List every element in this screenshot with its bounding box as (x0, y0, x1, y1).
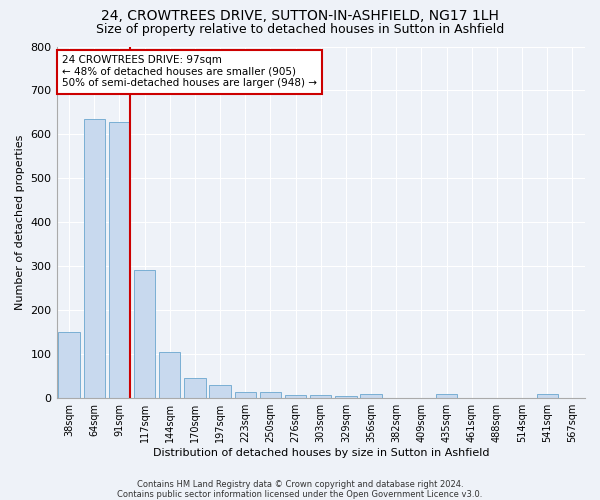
Bar (310, 394, 331, 398)
Bar (436, 394, 457, 398)
Bar (134, 270, 155, 398)
Bar (109, 122, 130, 398)
Bar (536, 394, 558, 398)
Text: Size of property relative to detached houses in Sutton in Ashfield: Size of property relative to detached ho… (96, 22, 504, 36)
Text: 24 CROWTREES DRIVE: 97sqm
← 48% of detached houses are smaller (905)
50% of semi: 24 CROWTREES DRIVE: 97sqm ← 48% of detac… (62, 56, 317, 88)
Bar (260, 392, 281, 398)
Text: 24, CROWTREES DRIVE, SUTTON-IN-ASHFIELD, NG17 1LH: 24, CROWTREES DRIVE, SUTTON-IN-ASHFIELD,… (101, 9, 499, 23)
Bar (335, 396, 356, 398)
Bar (83, 119, 105, 398)
Bar (361, 394, 382, 398)
X-axis label: Distribution of detached houses by size in Sutton in Ashfield: Distribution of detached houses by size … (152, 448, 489, 458)
Bar (184, 378, 206, 398)
Text: Contains HM Land Registry data © Crown copyright and database right 2024.
Contai: Contains HM Land Registry data © Crown c… (118, 480, 482, 499)
Y-axis label: Number of detached properties: Number of detached properties (15, 134, 25, 310)
Bar (58, 332, 80, 398)
Bar (235, 392, 256, 398)
Bar (159, 352, 181, 398)
Bar (209, 384, 231, 398)
Bar (285, 394, 307, 398)
